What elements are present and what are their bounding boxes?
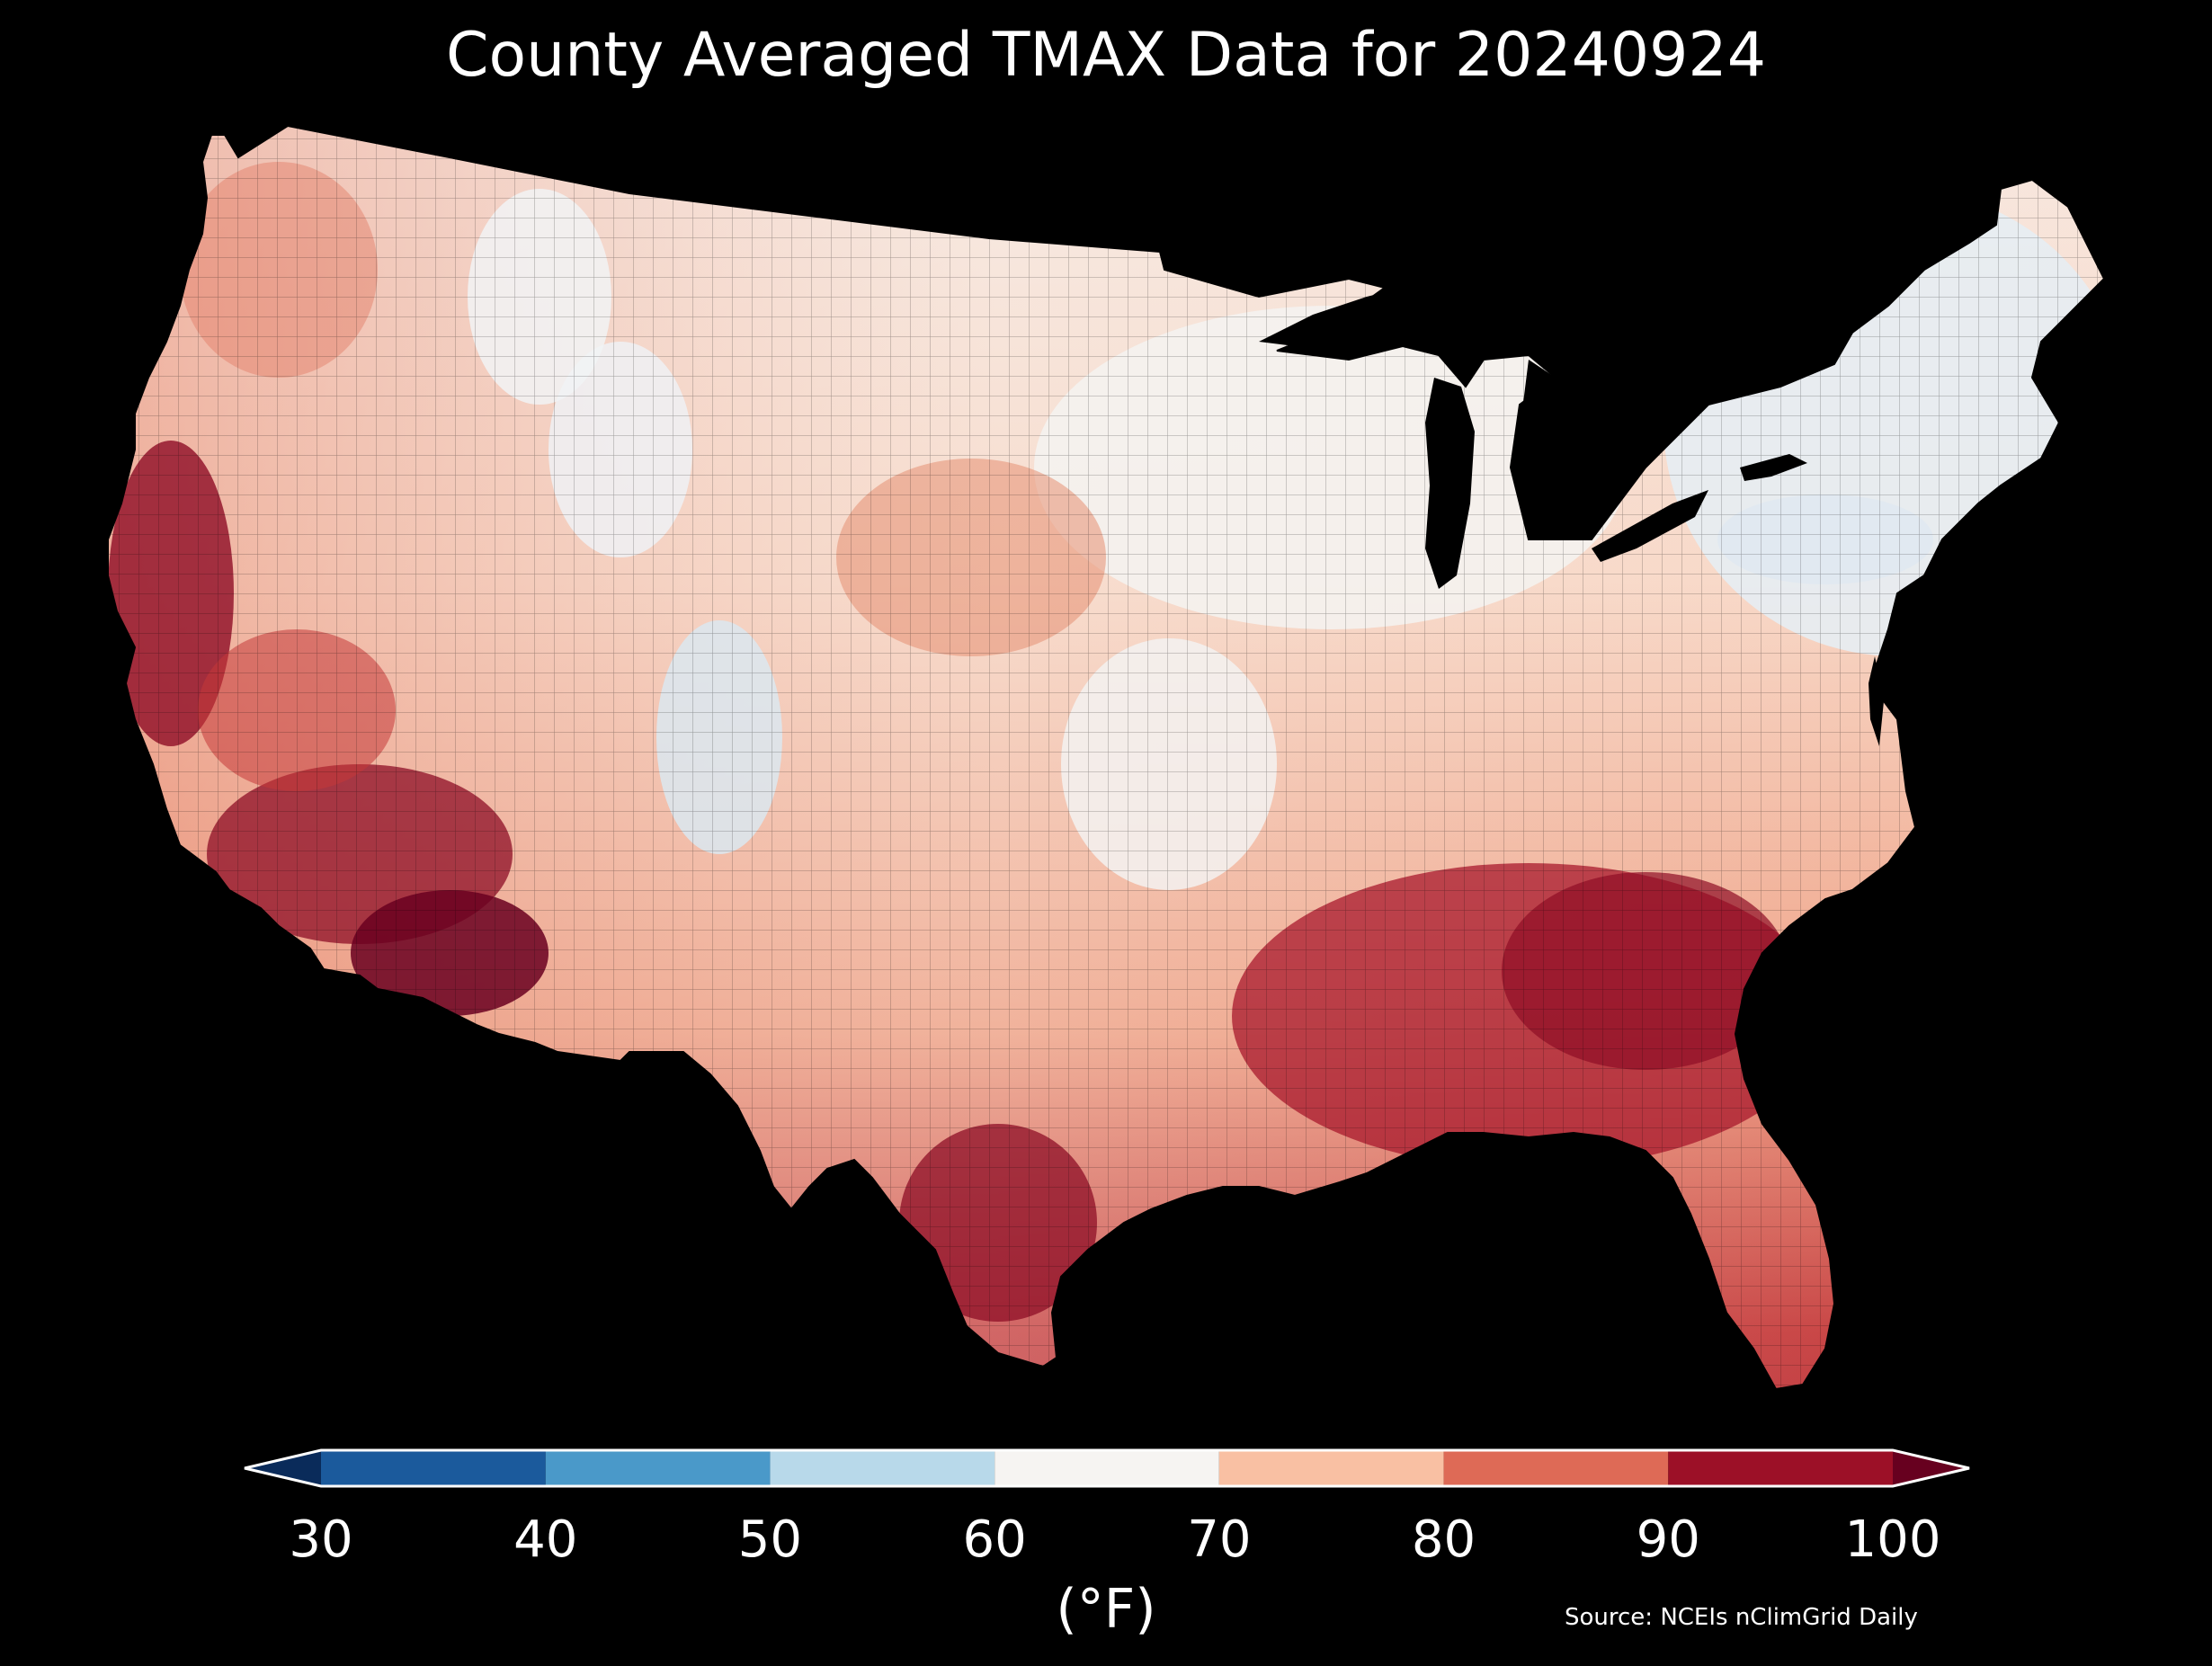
colorbar-tick-label: 90 — [1636, 1510, 1700, 1569]
lake-erie — [1592, 490, 1708, 562]
colorbar-over-arrow — [1893, 1450, 1969, 1486]
colorbar-bin-1 — [545, 1450, 771, 1486]
chesapeake-bay — [1869, 656, 1884, 746]
colorbar-unit-label: (°F) — [1056, 1578, 1156, 1641]
lake-michigan — [1425, 378, 1475, 589]
colorbar-under-arrow — [245, 1450, 321, 1486]
colorbar-tick-label: 100 — [1844, 1510, 1941, 1569]
lake-huron — [1520, 360, 1592, 517]
colorbar-tick-label: 80 — [1411, 1510, 1476, 1569]
colorbar-bin-3 — [995, 1450, 1219, 1486]
lake-ontario — [1740, 454, 1807, 481]
colorbar-tick-label: 40 — [513, 1510, 578, 1569]
source-credit: Source: NCEIs nClimGrid Daily — [1565, 1604, 1918, 1631]
colorbar-tick-label: 30 — [289, 1510, 353, 1569]
colorbar-tick-label: 60 — [962, 1510, 1027, 1569]
colorbar-outline — [244, 1448, 1970, 1488]
colorbar-bin-0 — [321, 1450, 546, 1486]
colorbar-tick-label: 70 — [1187, 1510, 1252, 1569]
lake-superior — [1259, 288, 1403, 346]
colorbar-bin-2 — [770, 1450, 995, 1486]
colorbar-bin-5 — [1443, 1450, 1669, 1486]
colorbar-tick-label: 50 — [737, 1510, 803, 1569]
colorbar-bin-4 — [1218, 1450, 1444, 1486]
colorbar-bin-6 — [1668, 1450, 1893, 1486]
map-title: County Averaged TMAX Data for 20240924 — [446, 20, 1766, 91]
